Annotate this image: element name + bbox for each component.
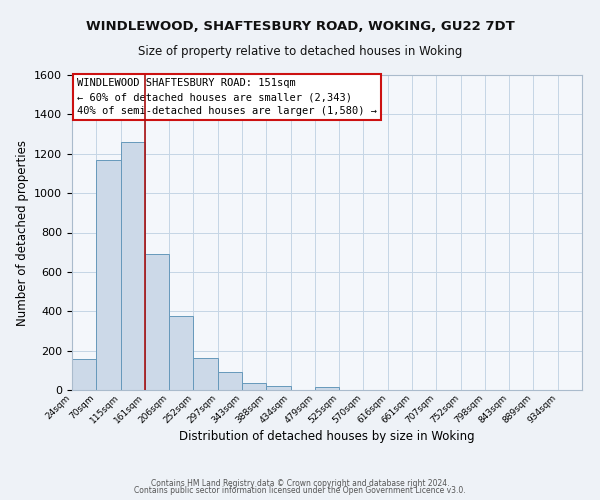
Bar [242, 383, 266, 390]
Bar [218, 372, 242, 390]
Text: WINDLEWOOD, SHAFTESBURY ROAD, WOKING, GU22 7DT: WINDLEWOOD, SHAFTESBURY ROAD, WOKING, GU… [86, 20, 514, 33]
Text: Contains HM Land Registry data © Crown copyright and database right 2024.: Contains HM Land Registry data © Crown c… [151, 478, 449, 488]
Text: Size of property relative to detached houses in Woking: Size of property relative to detached ho… [138, 45, 462, 58]
Bar [193, 358, 218, 390]
Bar [96, 160, 121, 390]
Bar [72, 360, 96, 390]
Bar [145, 254, 169, 390]
X-axis label: Distribution of detached houses by size in Woking: Distribution of detached houses by size … [179, 430, 475, 444]
Bar [169, 316, 193, 390]
Bar [121, 142, 145, 390]
Bar [315, 387, 339, 390]
Text: Contains public sector information licensed under the Open Government Licence v3: Contains public sector information licen… [134, 486, 466, 495]
Text: WINDLEWOOD SHAFTESBURY ROAD: 151sqm
← 60% of detached houses are smaller (2,343): WINDLEWOOD SHAFTESBURY ROAD: 151sqm ← 60… [77, 78, 377, 116]
Y-axis label: Number of detached properties: Number of detached properties [16, 140, 29, 326]
Bar [266, 386, 290, 390]
